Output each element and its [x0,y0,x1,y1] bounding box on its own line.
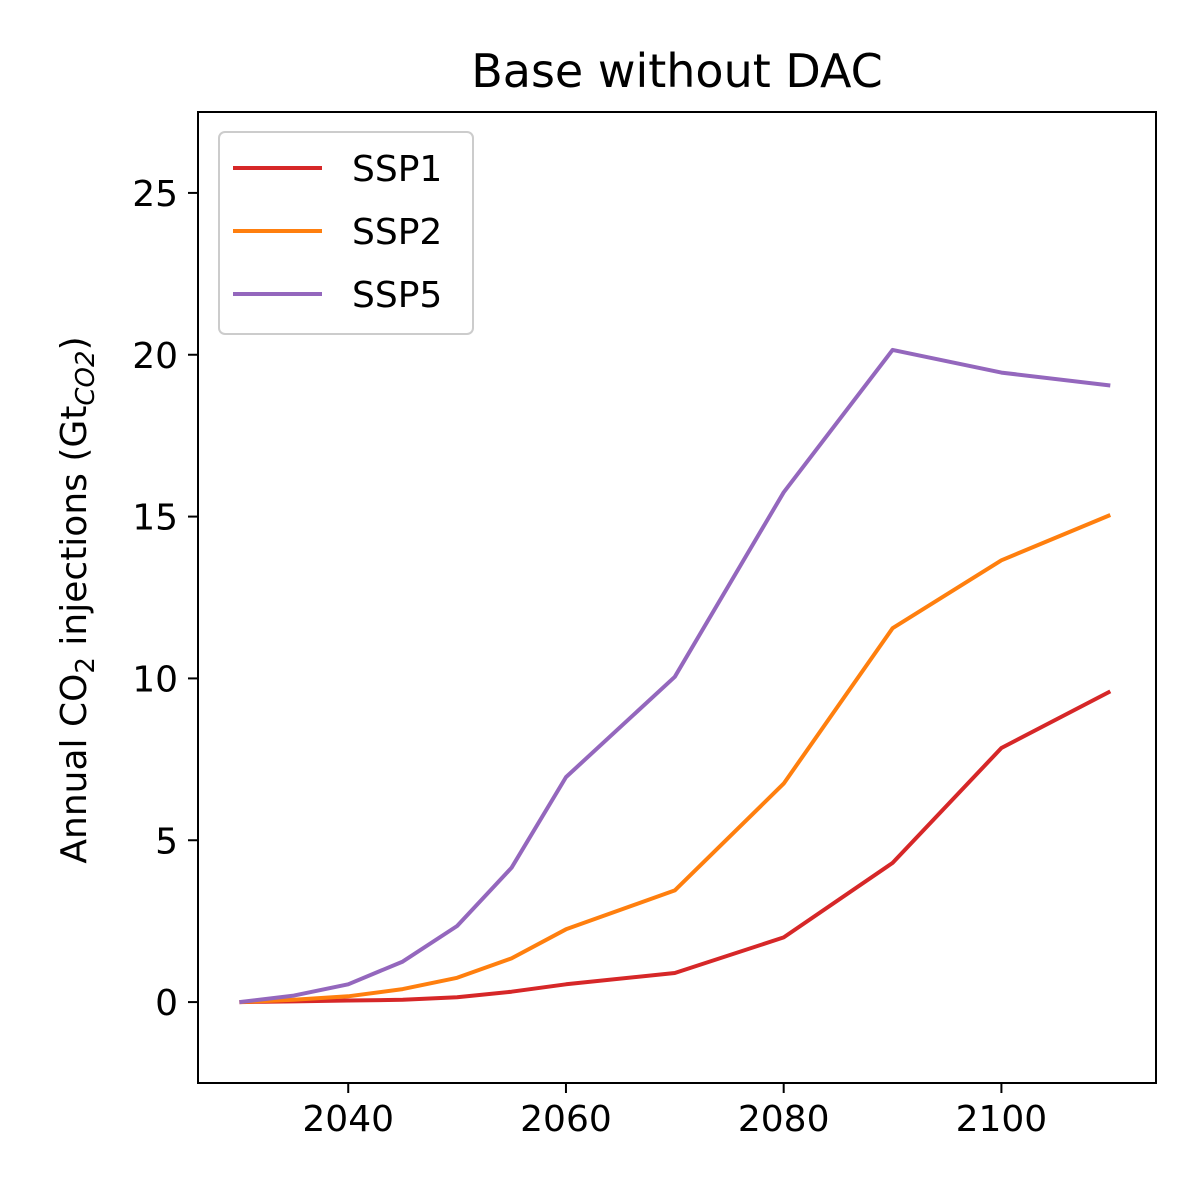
series-line-ssp1 [239,689,1112,1005]
y-axis-label-middle: injections (Gt [54,406,95,657]
y-tick-label: 0 [155,983,178,1024]
y-axis-label: Annual CO2 injections (GtCO2) [54,336,101,863]
plot-area [197,111,1157,1084]
x-tick-label: 2080 [738,1099,830,1140]
legend-entries: SSP1 SSP2 SSP5 [233,149,442,316]
legend: SSP1 SSP2 SSP5 [218,131,474,335]
legend-label-ssp1: SSP1 [352,149,442,190]
x-tick-label: 2060 [520,1099,612,1140]
x-axis: 2040 2060 2080 2100 [302,1083,1047,1140]
y-axis-label-unit-subscript: CO2 [71,350,101,405]
y-tick-label: 25 [132,174,178,215]
legend-box [218,131,474,335]
y-tick-label: 10 [132,659,178,700]
legend-label-ssp5: SSP5 [352,275,442,316]
x-tick-label: 2100 [956,1099,1048,1140]
series-line-ssp2 [239,513,1112,1005]
y-tick-label: 5 [155,821,178,862]
plot-frame [197,111,1157,1084]
x-tick-label: 2040 [302,1099,394,1140]
y-axis-label-prefix-subscript: 2 [71,657,101,674]
series-layer [239,347,1112,1005]
y-axis: 0 5 10 15 20 25 [132,174,198,1024]
y-tick-label: 20 [132,336,178,377]
y-axis-label-prefix: Annual CO [54,674,95,864]
chart-title: Base without DAC [471,44,883,98]
legend-label-ssp2: SSP2 [352,212,442,253]
series-line-ssp5 [239,347,1111,1005]
y-tick-label: 15 [132,498,178,539]
y-axis-label-suffix: ) [54,336,95,350]
